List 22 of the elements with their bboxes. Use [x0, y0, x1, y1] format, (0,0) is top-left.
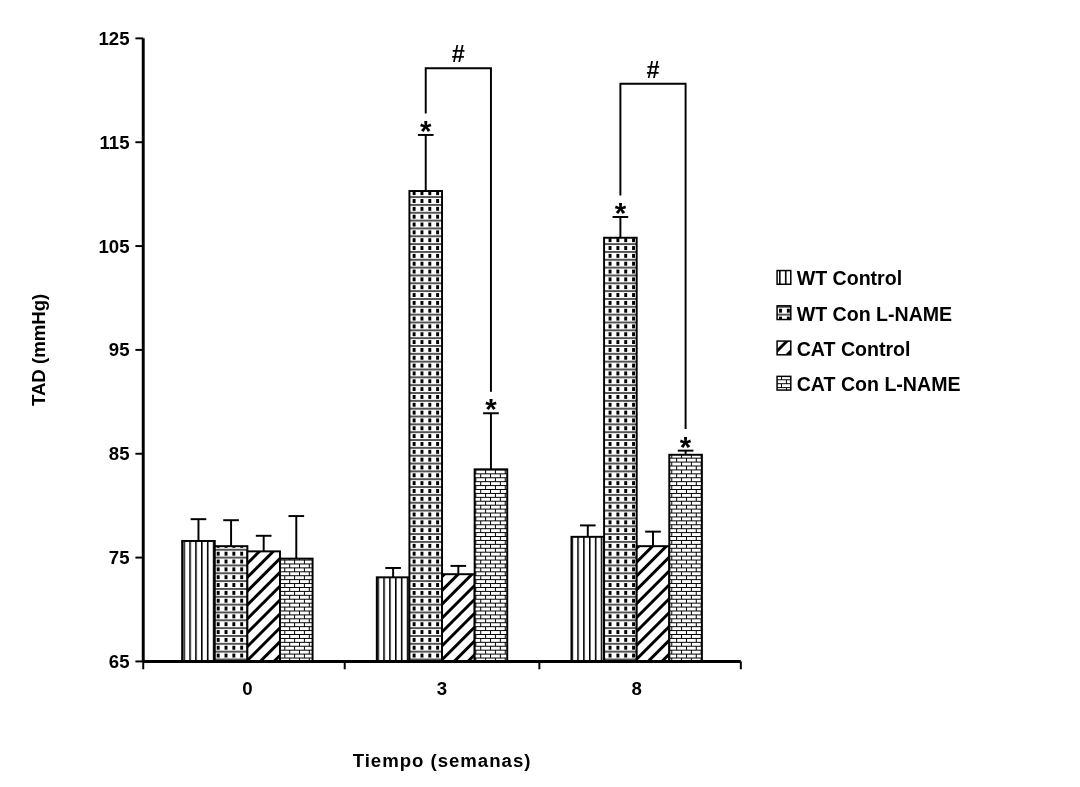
- legend-label: CAT Control: [796, 337, 911, 360]
- y-tick-label: 115: [99, 131, 130, 153]
- y-tick-label: 85: [108, 443, 130, 465]
- annotation: *: [420, 113, 433, 147]
- y-tick-label: 95: [108, 339, 130, 361]
- annotation: #: [451, 41, 465, 68]
- x-axis-title: Tiempo (semanas): [352, 750, 532, 772]
- x-tick-label: 0: [242, 677, 253, 699]
- annotation: *: [679, 429, 692, 463]
- x-tick-label: 8: [631, 677, 642, 699]
- legend-label: CAT Con L-NAME: [796, 373, 961, 396]
- annotation: #: [646, 56, 660, 83]
- y-tick-label: 65: [108, 650, 130, 672]
- y-axis-title: TAD (mmHg): [28, 293, 50, 407]
- y-tick-label: 75: [108, 547, 130, 569]
- annotation: *: [485, 392, 498, 426]
- x-tick-label: 3: [436, 677, 448, 699]
- legend-label: WT Con L-NAME: [796, 302, 953, 325]
- y-tick-label: 105: [98, 235, 130, 257]
- y-tick-label: 125: [98, 27, 130, 49]
- legend-label: WT Control: [796, 267, 903, 290]
- annotation: *: [614, 195, 627, 229]
